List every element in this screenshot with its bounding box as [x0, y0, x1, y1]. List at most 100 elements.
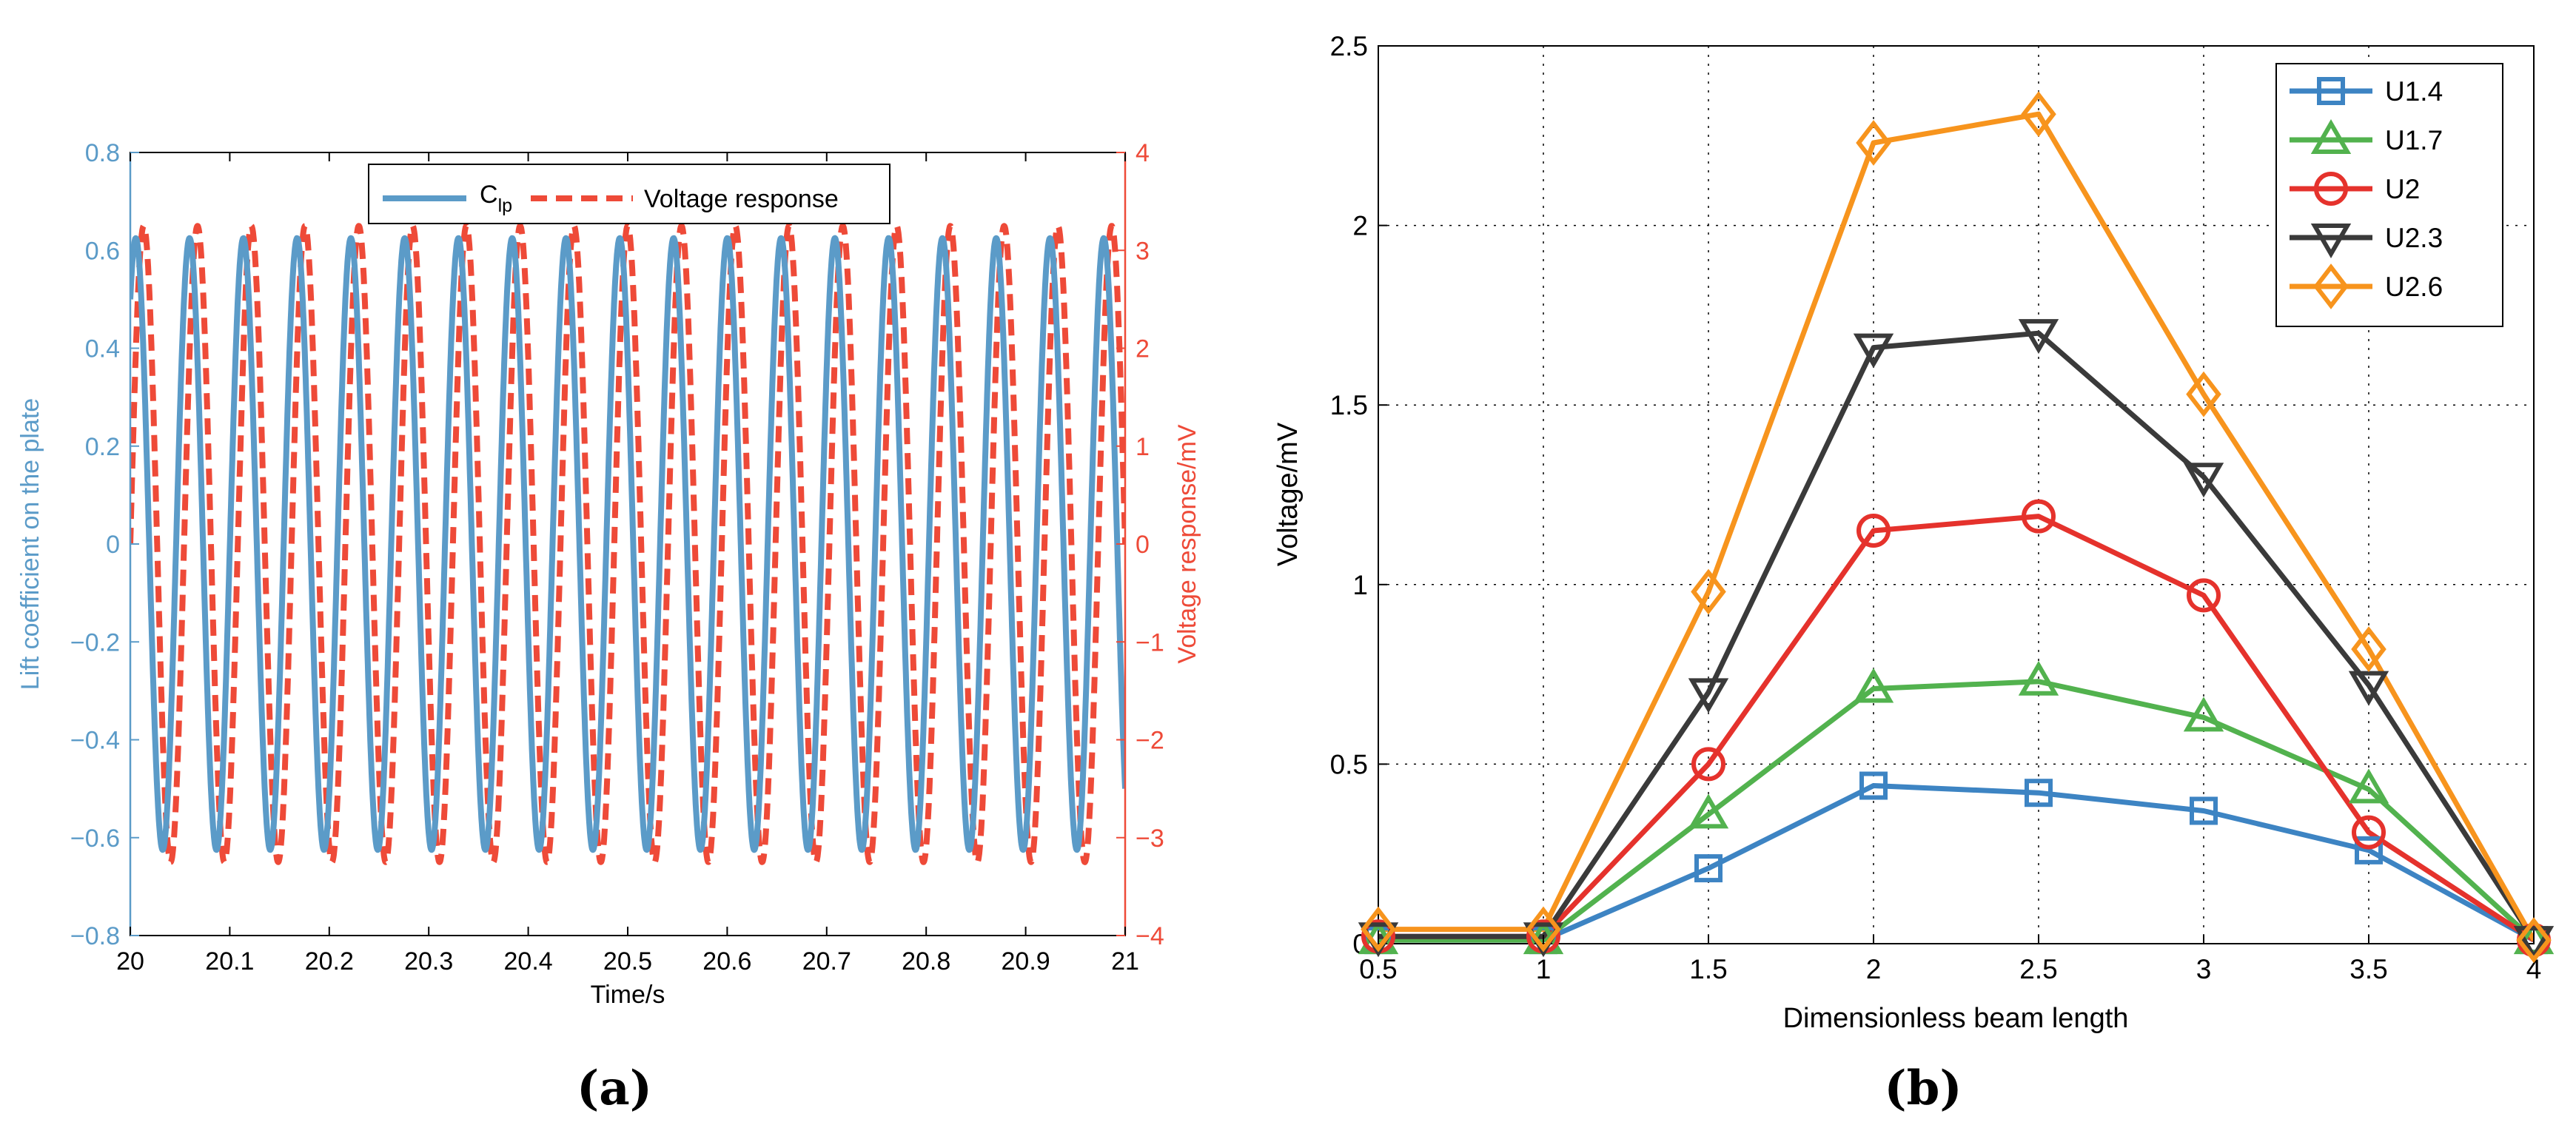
legend-label-clp: Clp [480, 181, 512, 216]
legend-label-u2: U2 [2385, 174, 2420, 204]
panel-a-x-tick-label: 20.6 [702, 947, 751, 976]
panel-a-right-axis-label: Voltage response/mV [1173, 424, 1201, 664]
panel-a-left-y-tick-label: −0.6 [70, 825, 120, 853]
panel-b-y-tick-label: 0.5 [1330, 749, 1368, 779]
panel-a-x-tick-label: 20.2 [305, 947, 354, 976]
panel-b-x-tick-label: 2.5 [2019, 954, 2057, 984]
data-point-u2-6 [1361, 906, 1396, 953]
data-point-u1-7 [2183, 696, 2224, 732]
data-point-u2-3 [1853, 333, 1894, 369]
panel-a-left-y-tick-label: −0.2 [70, 628, 120, 657]
series-line-u1-7 [1378, 679, 2534, 943]
panel-b-plot-frame [1378, 45, 2535, 944]
panel-b-x-tick-label: 2 [1866, 954, 1882, 984]
panel-a-label: (a) [577, 1061, 652, 1116]
legend-label-voltage-response: Voltage response [644, 185, 839, 213]
panel-a-right-y-tick-label: −4 [1136, 922, 1164, 950]
data-point-u2-6 [2186, 371, 2221, 417]
legend-marker-u2-3 [2310, 224, 2352, 258]
data-point-u1-7 [2018, 660, 2059, 696]
series-line-u2-3 [1378, 330, 2534, 942]
data-point-u1-4 [2190, 796, 2218, 825]
legend-label-u1-7: U1.7 [2385, 125, 2443, 155]
panel-a-x-tick-label: 20.1 [205, 947, 254, 976]
panel-a-right-y-tick-label: 2 [1136, 335, 1150, 363]
panel-b-legend-box [2275, 63, 2503, 327]
data-point-u1-7 [2513, 919, 2555, 955]
series-line-u1-4 [1378, 783, 2534, 943]
panel-a-left-y-tick-label: 0 [106, 531, 120, 559]
panel-a-x-tick-label: 20.7 [802, 947, 851, 976]
legend-label-u2-3: U2.3 [2385, 223, 2443, 253]
panel-b-y-axis-label: Voltage/mV [1272, 422, 1304, 566]
data-point-u1-4 [1694, 854, 1723, 883]
panel-a-right-y-tick-label: −1 [1136, 628, 1164, 657]
panel-b-x-tick-label: 1.5 [1689, 954, 1727, 984]
data-point-u2-6 [1691, 568, 1726, 615]
panel-a-right-y-tick-label: 3 [1136, 237, 1150, 265]
data-point-u2-3 [2018, 319, 2059, 355]
panel-b-x-tick-label: 3.5 [2349, 954, 2387, 984]
data-point-u2-6 [2351, 626, 2387, 673]
data-point-u2-3 [2183, 463, 2224, 498]
series-line-clp [130, 235, 1125, 853]
data-point-u1-7 [2348, 768, 2389, 804]
panel-a-right-y-tick-label: 1 [1136, 433, 1150, 461]
panel-a-right-y-tick-label: −2 [1136, 727, 1164, 755]
panel-a-right-y-tick-label: 4 [1136, 139, 1150, 167]
legend-marker-u1-4 [2317, 77, 2345, 105]
data-point-u2-6 [1526, 906, 1561, 953]
legend-marker-u2 [2314, 172, 2348, 206]
panel-b-x-tick-label: 3 [2196, 954, 2212, 984]
series-line-u2-6 [1378, 111, 2534, 941]
legend-label-u1-4: U1.4 [2385, 76, 2443, 107]
series-line-u2 [1378, 514, 2534, 943]
panel-b-x-tick-label: 4 [2526, 954, 2542, 984]
data-point-u1-7 [1853, 668, 1894, 703]
legend-marker-u2-6 [2313, 263, 2349, 309]
data-point-u2-6 [2516, 917, 2552, 964]
panel-a-left-y-tick-label: 0.8 [85, 139, 120, 167]
data-point-u2-3 [1688, 678, 1729, 713]
panel-a-x-tick-label: 20.3 [404, 947, 453, 976]
data-point-u1-4 [2025, 779, 2053, 807]
panel-b-x-axis-label: Dimensionless beam length [1783, 1003, 2129, 1034]
panel-b-y-tick-label: 1.5 [1330, 390, 1368, 420]
panel-a-x-tick-label: 20.9 [1002, 947, 1050, 976]
data-point-u2 [2352, 815, 2386, 850]
panel-a-left-y-tick-label: −0.8 [70, 922, 120, 950]
panel-a-x-tick-label: 20.8 [902, 947, 950, 976]
panel-b-label: (b) [1884, 1061, 1962, 1116]
legend-marker-u1-7 [2310, 119, 2352, 154]
panel-a-chart: 20 20.1 20.2 20.3 2 0.4 20.5 20.6 20.7 20.8 20.9 21… [16, 139, 1201, 1116]
panel-b-legend: U1.4 U1.7 U2 U2.3 U2.6 [2275, 63, 2503, 327]
legend-label-u2-6: U2.6 [2385, 272, 2443, 302]
data-point-u2-3 [2513, 926, 2555, 961]
series-line-voltage-response [130, 223, 1125, 865]
panel-a-left-y-tick-label: −0.4 [70, 727, 120, 755]
panel-b-x-tick-label: 0.5 [1359, 954, 1397, 984]
panel-a-left-y-tick-label: 0.2 [85, 433, 120, 461]
data-point-u2-6 [2021, 91, 2056, 138]
panel-a-right-y-tick-label: 0 [1136, 531, 1150, 559]
panel-b-y-tick-label: 2 [1352, 211, 1368, 241]
panel-a-legend: Clp Voltage response [368, 164, 890, 224]
data-point-u1-7 [1688, 793, 1729, 829]
panel-a-x-axis-label: Time/s [591, 981, 665, 1009]
data-point-u2 [1856, 514, 1891, 548]
data-point-u2 [2187, 578, 2221, 613]
data-point-u2-3 [2348, 671, 2389, 706]
panel-b-y-tick-label: 2.5 [1330, 31, 1368, 61]
panel-a-left-y-tick-label: 0.4 [85, 335, 120, 363]
panel-a-right-y-tick-label: −3 [1136, 825, 1164, 853]
panel-a-x-tick-label: 21 [1111, 947, 1139, 976]
panel-b-y-tick-label: 1 [1352, 570, 1368, 600]
panel-a-legend-box [368, 164, 890, 224]
panel-a-x-tick-label: 20 [116, 947, 144, 976]
data-point-u1-4 [2355, 836, 2383, 864]
panel-a-left-y-tick-label: 0.6 [85, 237, 120, 265]
panel-a-x-tick-label: 20.5 [603, 947, 652, 976]
data-point-u2-6 [1856, 120, 1891, 166]
